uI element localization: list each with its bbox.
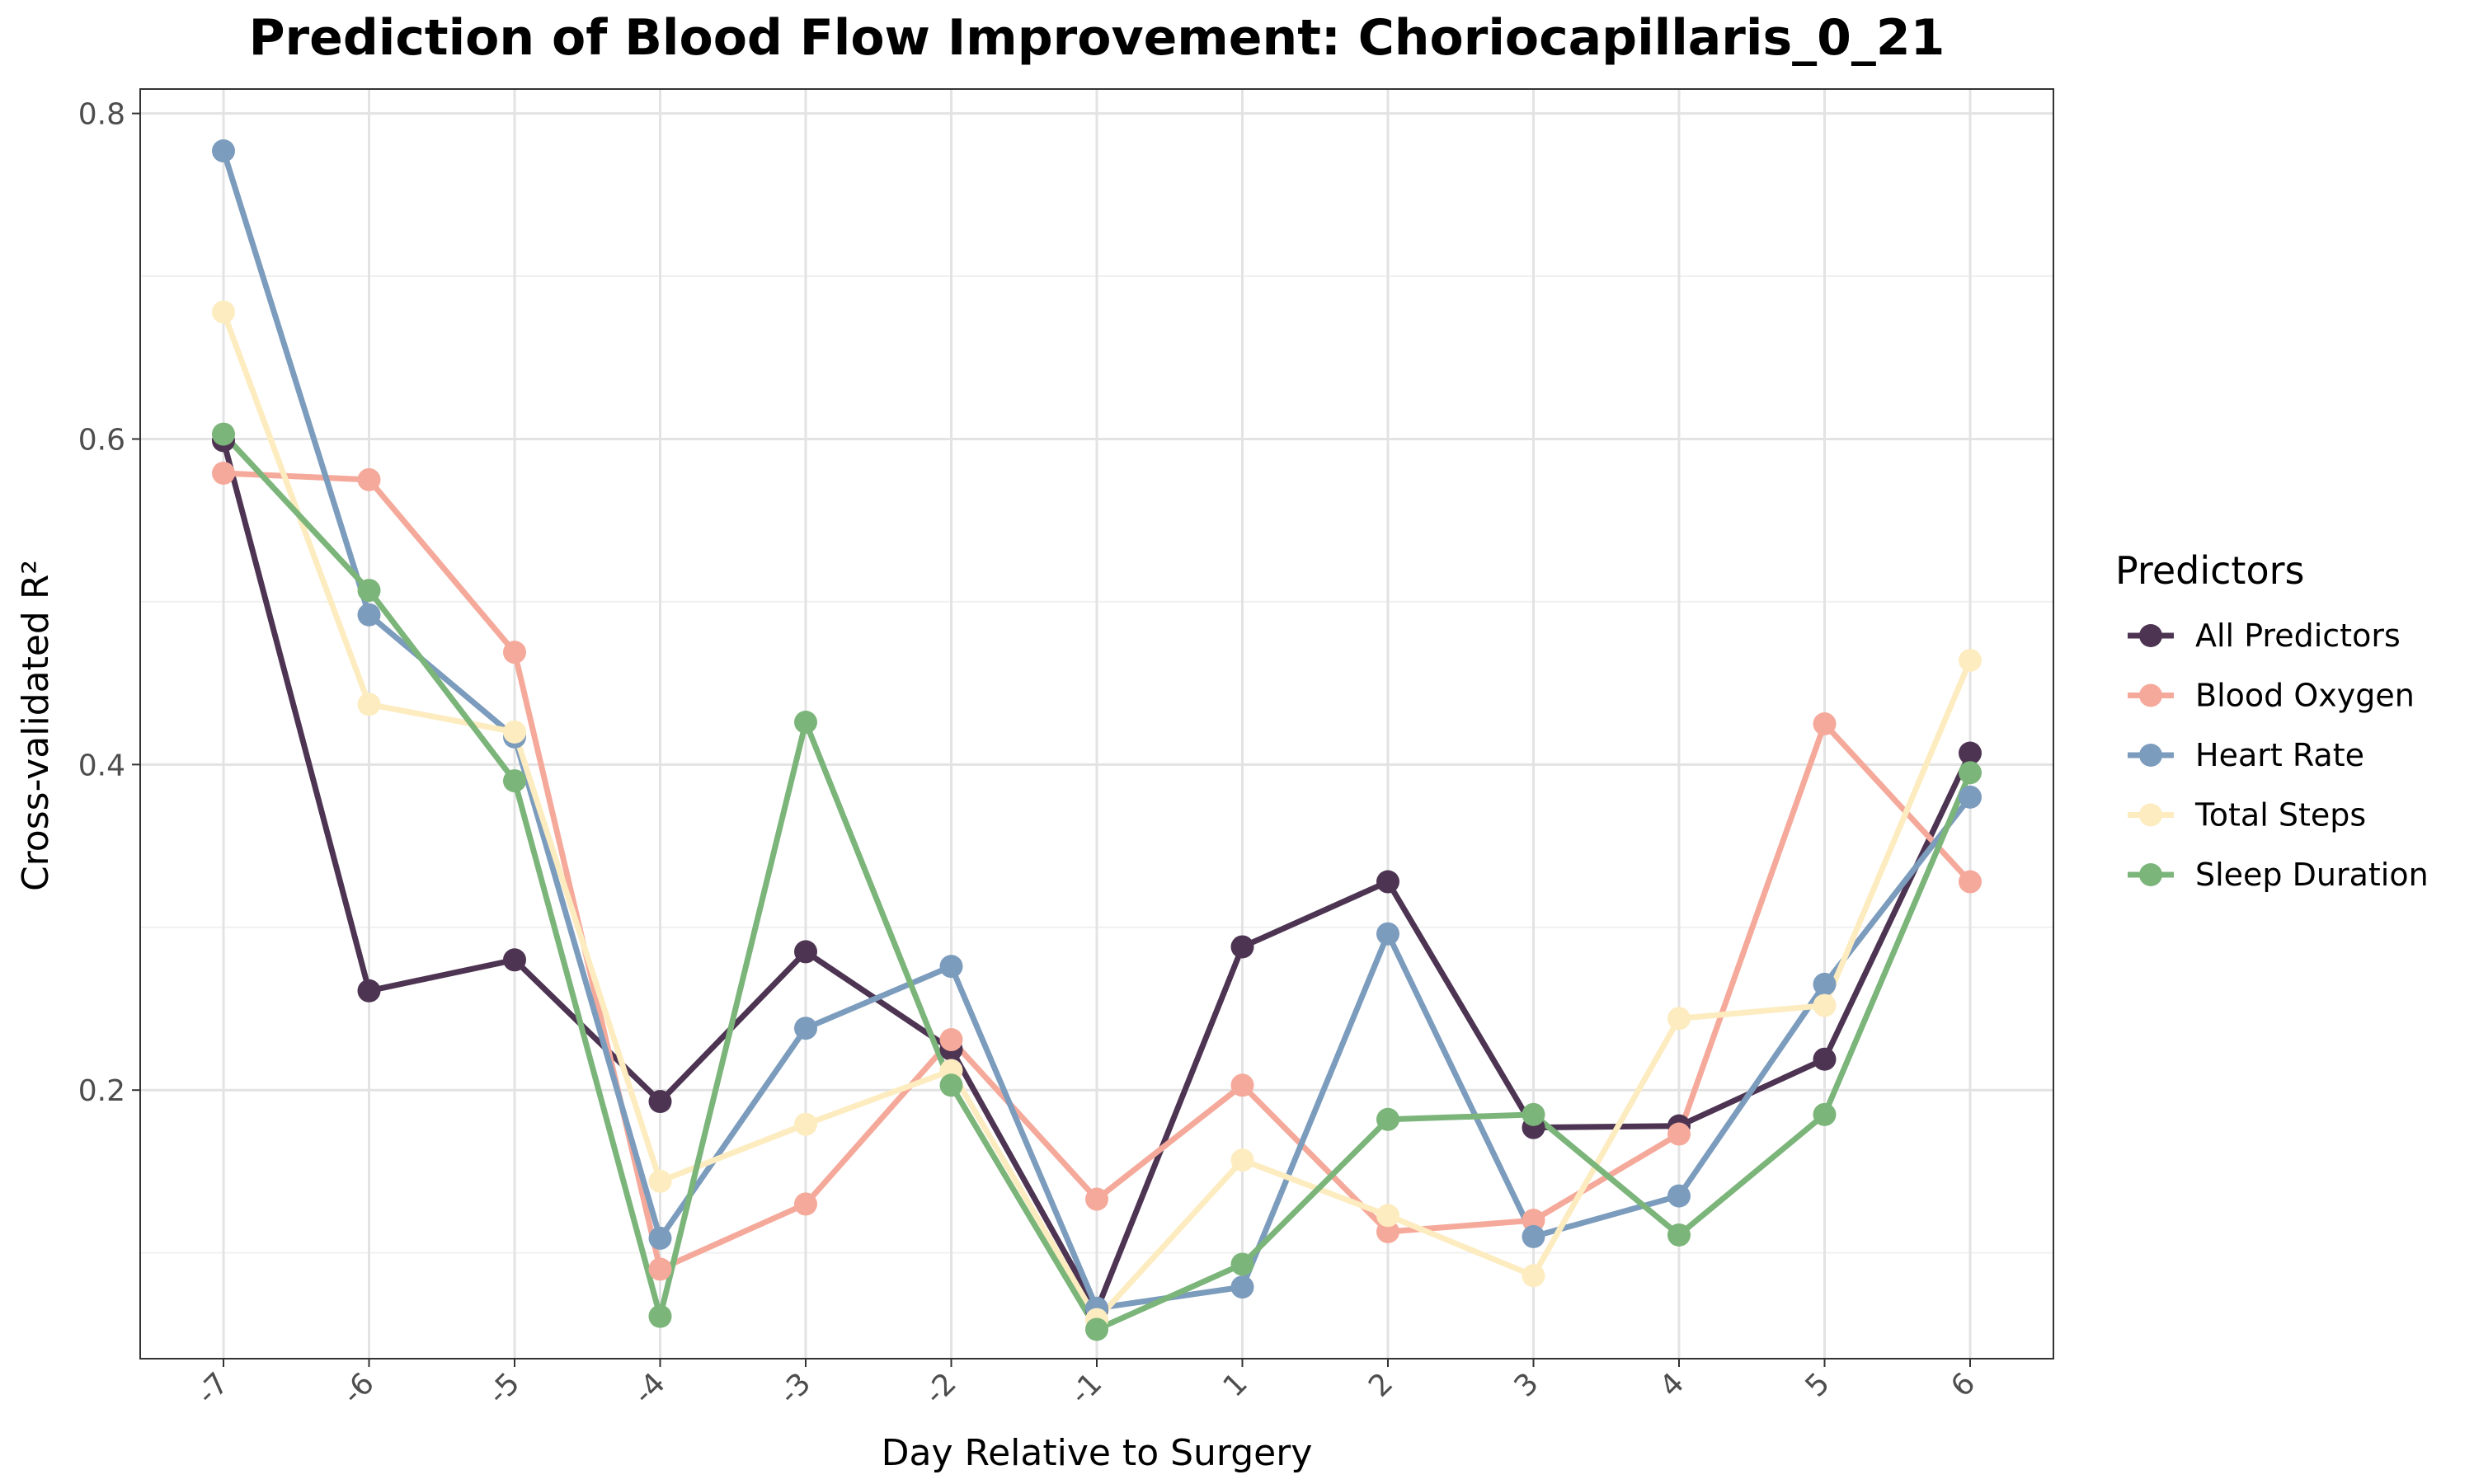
data-point-heart-rate bbox=[939, 955, 963, 979]
legend-label-sleep-duration: Sleep Duration bbox=[2195, 857, 2429, 893]
y-tick-label: 0.6 bbox=[78, 423, 125, 457]
series-points bbox=[212, 139, 1982, 1341]
data-point-sleep-duration bbox=[357, 579, 381, 603]
data-point-all-predictors bbox=[1959, 741, 1982, 765]
data-point-sleep-duration bbox=[1522, 1102, 1545, 1126]
data-point-heart-rate bbox=[794, 1017, 817, 1040]
data-point-all-predictors bbox=[357, 979, 381, 1003]
data-point-heart-rate bbox=[212, 139, 235, 163]
data-point-total-steps bbox=[1522, 1264, 1545, 1288]
legend-key-point-sleep-duration bbox=[2139, 863, 2162, 886]
data-point-blood-oxygen bbox=[794, 1192, 817, 1216]
data-point-blood-oxygen bbox=[1667, 1122, 1691, 1146]
data-point-blood-oxygen bbox=[1376, 1220, 1399, 1243]
data-point-total-steps bbox=[1230, 1148, 1254, 1172]
data-point-sleep-duration bbox=[212, 422, 235, 446]
data-point-sleep-duration bbox=[1376, 1107, 1399, 1131]
data-point-total-steps bbox=[1813, 993, 1837, 1017]
data-point-heart-rate bbox=[1522, 1224, 1545, 1248]
data-point-total-steps bbox=[648, 1169, 672, 1193]
data-point-sleep-duration bbox=[939, 1073, 963, 1097]
data-point-all-predictors bbox=[648, 1090, 672, 1114]
legend-key-point-total-steps bbox=[2139, 803, 2162, 827]
chart-title: Prediction of Blood Flow Improvement: Ch… bbox=[249, 9, 1945, 67]
y-axis: 0.2 0.4 0.6 0.8 bbox=[78, 98, 140, 1108]
legend-key-point-blood-oxygen bbox=[2139, 683, 2162, 707]
data-point-total-steps bbox=[1376, 1204, 1399, 1228]
y-axis-label: Cross-validated R² bbox=[15, 560, 57, 891]
data-point-sleep-duration bbox=[794, 711, 817, 735]
legend-label-all-predictors: All Predictors bbox=[2195, 618, 2401, 654]
data-point-all-predictors bbox=[794, 940, 817, 964]
legend-label-total-steps: Total Steps bbox=[2194, 797, 2366, 834]
data-point-total-steps bbox=[503, 720, 526, 744]
data-point-all-predictors bbox=[1376, 870, 1399, 894]
data-point-heart-rate bbox=[1376, 922, 1399, 946]
data-point-blood-oxygen bbox=[357, 467, 381, 491]
y-tick-label: 0.4 bbox=[78, 749, 125, 782]
data-point-blood-oxygen bbox=[648, 1257, 672, 1281]
data-point-total-steps bbox=[794, 1112, 817, 1136]
data-point-blood-oxygen bbox=[503, 641, 526, 665]
y-tick-label: 0.8 bbox=[78, 98, 125, 132]
data-point-total-steps bbox=[212, 300, 235, 324]
data-point-all-predictors bbox=[1813, 1047, 1837, 1071]
data-point-blood-oxygen bbox=[1813, 712, 1837, 735]
data-point-heart-rate bbox=[357, 603, 381, 627]
y-tick-label: 0.2 bbox=[78, 1074, 125, 1108]
legend-key-point-heart-rate bbox=[2139, 744, 2162, 767]
data-point-total-steps bbox=[357, 693, 381, 716]
data-point-total-steps bbox=[1667, 1007, 1691, 1031]
data-point-blood-oxygen bbox=[1085, 1187, 1108, 1211]
data-point-sleep-duration bbox=[1085, 1317, 1108, 1341]
legend-label-blood-oxygen: Blood Oxygen bbox=[2195, 678, 2415, 714]
data-point-sleep-duration bbox=[1230, 1252, 1254, 1276]
legend-title: Predictors bbox=[2115, 548, 2304, 593]
legend: Predictors All Predictors Blood Oxygen Hea… bbox=[2115, 548, 2429, 893]
data-point-sleep-duration bbox=[648, 1304, 672, 1328]
data-point-blood-oxygen bbox=[212, 461, 235, 485]
legend-label-heart-rate: Heart Rate bbox=[2195, 737, 2364, 773]
data-point-sleep-duration bbox=[503, 769, 526, 793]
data-point-all-predictors bbox=[503, 948, 526, 972]
data-point-heart-rate bbox=[1813, 972, 1837, 996]
data-point-sleep-duration bbox=[1813, 1102, 1837, 1126]
data-point-sleep-duration bbox=[1959, 761, 1982, 785]
data-point-blood-oxygen bbox=[1522, 1209, 1545, 1233]
data-point-heart-rate bbox=[1230, 1275, 1254, 1299]
data-point-heart-rate bbox=[648, 1226, 672, 1250]
data-point-blood-oxygen bbox=[1230, 1073, 1254, 1097]
data-point-heart-rate bbox=[1959, 785, 1982, 809]
data-point-sleep-duration bbox=[1667, 1223, 1691, 1247]
data-point-all-predictors bbox=[1230, 935, 1254, 959]
data-point-blood-oxygen bbox=[939, 1028, 963, 1052]
x-axis-label: Day Relative to Surgery bbox=[882, 1432, 1313, 1474]
legend-key-point-all-predictors bbox=[2139, 624, 2162, 647]
data-point-blood-oxygen bbox=[1959, 870, 1982, 894]
data-point-heart-rate bbox=[1667, 1184, 1691, 1208]
data-point-total-steps bbox=[1959, 649, 1982, 672]
